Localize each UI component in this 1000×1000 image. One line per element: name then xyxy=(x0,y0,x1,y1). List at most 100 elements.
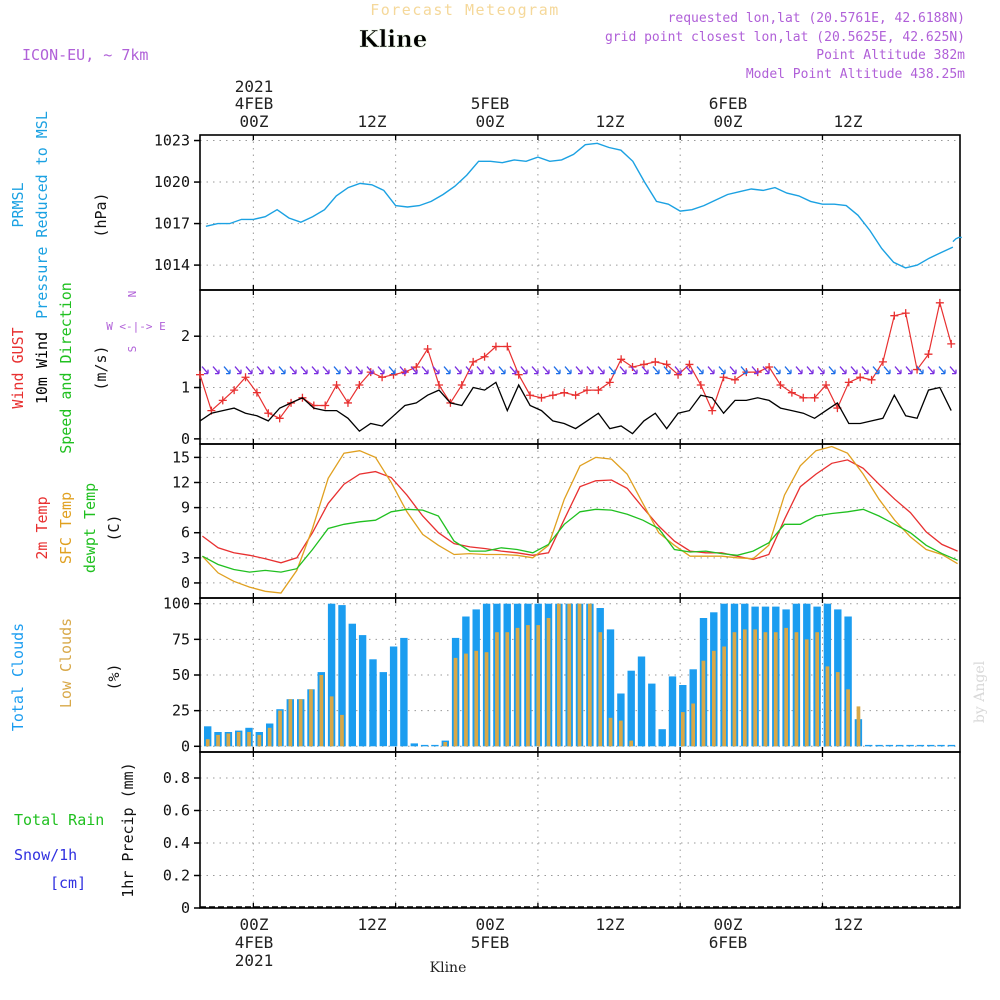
clouds-unit: (%) xyxy=(105,663,123,690)
gust-marker xyxy=(196,370,204,379)
total-cloud-bar xyxy=(348,623,356,747)
gust-marker xyxy=(810,393,819,402)
low-cloud-bar xyxy=(722,646,726,747)
top-tick-5: 00Z xyxy=(714,112,743,131)
gust-marker xyxy=(901,309,910,318)
gust-marker xyxy=(457,380,466,389)
low-cloud-bar xyxy=(484,652,489,747)
total-cloud-bar xyxy=(947,744,956,747)
low-cloud-bar xyxy=(505,632,510,747)
wind-direction-arrow xyxy=(553,366,561,375)
bottom-tick-6: 12Z xyxy=(834,915,863,934)
wind-direction-arrow xyxy=(443,366,451,375)
gust-marker xyxy=(514,370,523,379)
low-cloud-bar xyxy=(732,632,737,747)
temp-2m-line xyxy=(202,459,958,564)
gust-marker xyxy=(252,388,261,397)
low-cloud-bar xyxy=(257,734,262,747)
total-cloud-bar xyxy=(906,744,914,747)
gust-marker xyxy=(560,388,569,397)
gust-marker xyxy=(844,378,853,387)
gust-marker xyxy=(719,373,728,382)
dewpt-label: dewpt Temp xyxy=(81,483,99,573)
compass-north: N xyxy=(126,291,139,298)
wind-direction-arrow xyxy=(498,366,506,375)
gust-marker xyxy=(594,386,603,395)
low-cloud-bar xyxy=(784,627,788,747)
low-cloud-bar xyxy=(567,603,572,747)
wind-direction-arrow xyxy=(740,366,748,375)
low-cloud-bar xyxy=(608,717,613,747)
wind-direction-arrow xyxy=(839,366,847,375)
low-clouds-label: Low Clouds xyxy=(57,618,75,708)
wind-direction-arrow xyxy=(894,366,902,375)
total-cloud-bar xyxy=(379,672,387,747)
wind-direction-arrow xyxy=(795,366,803,375)
pressure-label-1: PRMSL xyxy=(9,182,27,227)
low-cloud-bar xyxy=(691,703,695,747)
wind-direction-arrow xyxy=(410,366,418,375)
wind-direction-arrow xyxy=(674,366,682,375)
wind-direction-arrow xyxy=(718,366,726,375)
wind-direction-arrow xyxy=(597,366,605,375)
total-cloud-bar xyxy=(420,744,429,747)
wind-direction-arrow xyxy=(322,366,330,375)
snow-label: Snow/1h xyxy=(14,846,77,864)
point-altitude: Point Altitude 382m xyxy=(816,48,965,63)
bottom-tick-3: 00Z xyxy=(476,915,505,934)
total-cloud-bar xyxy=(204,726,212,747)
wind-direction-arrow xyxy=(531,366,539,375)
gust-marker xyxy=(526,391,535,400)
top-date-1: 4FEB xyxy=(235,94,274,113)
wind-direction-arrow xyxy=(905,366,913,375)
wind-direction-arrow xyxy=(542,366,550,375)
low-cloud-bar xyxy=(835,672,840,747)
location-title: Kline xyxy=(359,26,428,53)
low-cloud-bar xyxy=(753,629,757,747)
low-cloud-bar xyxy=(856,706,861,747)
wind-direction-arrow xyxy=(487,366,495,375)
credit-watermark: by Angel xyxy=(972,660,988,723)
ytick-label-precip: 0 xyxy=(181,899,190,917)
model-label: ICON-EU, ~ 7km xyxy=(22,46,148,64)
total-cloud-bar xyxy=(875,744,883,747)
ytick-label-temperature: 9 xyxy=(181,499,190,517)
gust-marker xyxy=(412,363,421,371)
total-cloud-bar xyxy=(327,603,336,747)
pressure-label-2: Pressure Reduced to MSL xyxy=(33,111,51,319)
ytick-label-clouds: 100 xyxy=(163,595,190,613)
low-cloud-bar xyxy=(743,629,747,747)
total-cloud-bar xyxy=(648,683,656,747)
total-cloud-bar xyxy=(338,605,346,747)
low-cloud-bar xyxy=(267,727,272,747)
panel-frame-pressure xyxy=(199,134,961,291)
ytick-label-wind: 1 xyxy=(181,379,190,397)
total-cloud-bar xyxy=(410,743,418,747)
low-cloud-bar xyxy=(794,632,799,747)
low-cloud-bar xyxy=(226,733,231,747)
wind-direction-arrow xyxy=(916,366,924,375)
panel-frame-precip xyxy=(199,751,961,909)
bottom-date-1: 4FEB xyxy=(235,933,274,952)
wind-direction-arrow xyxy=(652,366,660,375)
wind-direction-arrow xyxy=(355,366,363,375)
pressure-line xyxy=(205,142,954,269)
total-rain-label: Total Rain xyxy=(14,811,104,829)
wind-direction-arrow xyxy=(685,366,693,375)
gust-marker xyxy=(696,380,705,389)
model-altitude: Model Point Altitude 438.25m xyxy=(746,67,965,82)
low-cloud-bar xyxy=(309,689,313,747)
low-cloud-bar xyxy=(329,696,334,747)
total-cloud-bar xyxy=(937,744,945,747)
wind-direction-arrow xyxy=(773,366,781,375)
gust-marker xyxy=(571,391,580,400)
compass-axis: W <-|-> E xyxy=(106,320,166,333)
total-cloud-bar xyxy=(916,744,925,747)
wind-direction-arrow xyxy=(454,366,462,375)
low-cloud-bar xyxy=(763,632,768,747)
wind-direction-arrow xyxy=(883,366,891,375)
wind-direction-arrow xyxy=(509,366,517,375)
low-cloud-bar xyxy=(464,653,468,747)
gust-marker xyxy=(503,342,512,351)
total-cloud-bar xyxy=(606,629,615,747)
